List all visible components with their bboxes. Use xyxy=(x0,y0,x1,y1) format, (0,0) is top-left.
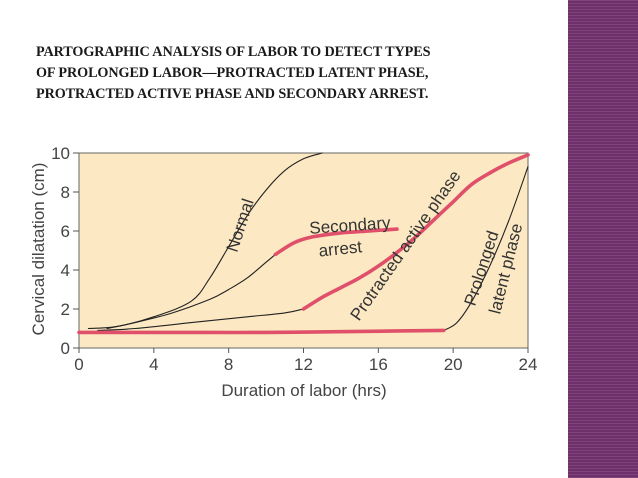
labor-curve xyxy=(106,253,276,330)
x-tick-label: 16 xyxy=(369,355,388,374)
plot-area xyxy=(78,152,529,349)
x-axis-label: Duration of labor (hrs) xyxy=(221,381,386,400)
labor-curve xyxy=(443,166,529,331)
curves xyxy=(77,152,530,335)
y-tick-label: 2 xyxy=(61,300,70,319)
curve-annotation: arrest xyxy=(318,237,363,260)
x-tick-label: 20 xyxy=(444,355,463,374)
x-tick-label: 0 xyxy=(74,355,83,374)
side-decor-stripe xyxy=(568,0,638,478)
slide-title-line-1: PARTOGRAPHIC ANALYSIS OF LABOR TO DETECT… xyxy=(36,44,431,60)
y-tick-label: 4 xyxy=(61,261,70,280)
x-tick-label: 4 xyxy=(149,355,158,374)
y-axis-label: Cervical dilatation (cm) xyxy=(29,163,48,336)
highlight-curve xyxy=(301,153,530,311)
y-tick-label: 10 xyxy=(51,144,70,163)
slide-title-line-3: PROTRACTED ACTIVE PHASE AND SECONDARY AR… xyxy=(36,86,429,102)
x-tick-label: 8 xyxy=(224,355,233,374)
highlight-curve xyxy=(77,328,446,335)
highlight-curve xyxy=(273,227,399,257)
slide-title-line-2: OF PROLONGED LABOR—PROTRACTED LATENT PHA… xyxy=(36,65,429,81)
slide-title: PARTOGRAPHIC ANALYSIS OF LABOR TO DETECT… xyxy=(36,42,556,105)
y-tick-label: 0 xyxy=(61,339,70,358)
y-tick-label: 8 xyxy=(61,183,70,202)
labor-curve xyxy=(97,308,305,331)
y-tick-label: 6 xyxy=(61,222,70,241)
x-tick-label: 12 xyxy=(294,355,313,374)
x-tick-label: 24 xyxy=(519,355,538,374)
